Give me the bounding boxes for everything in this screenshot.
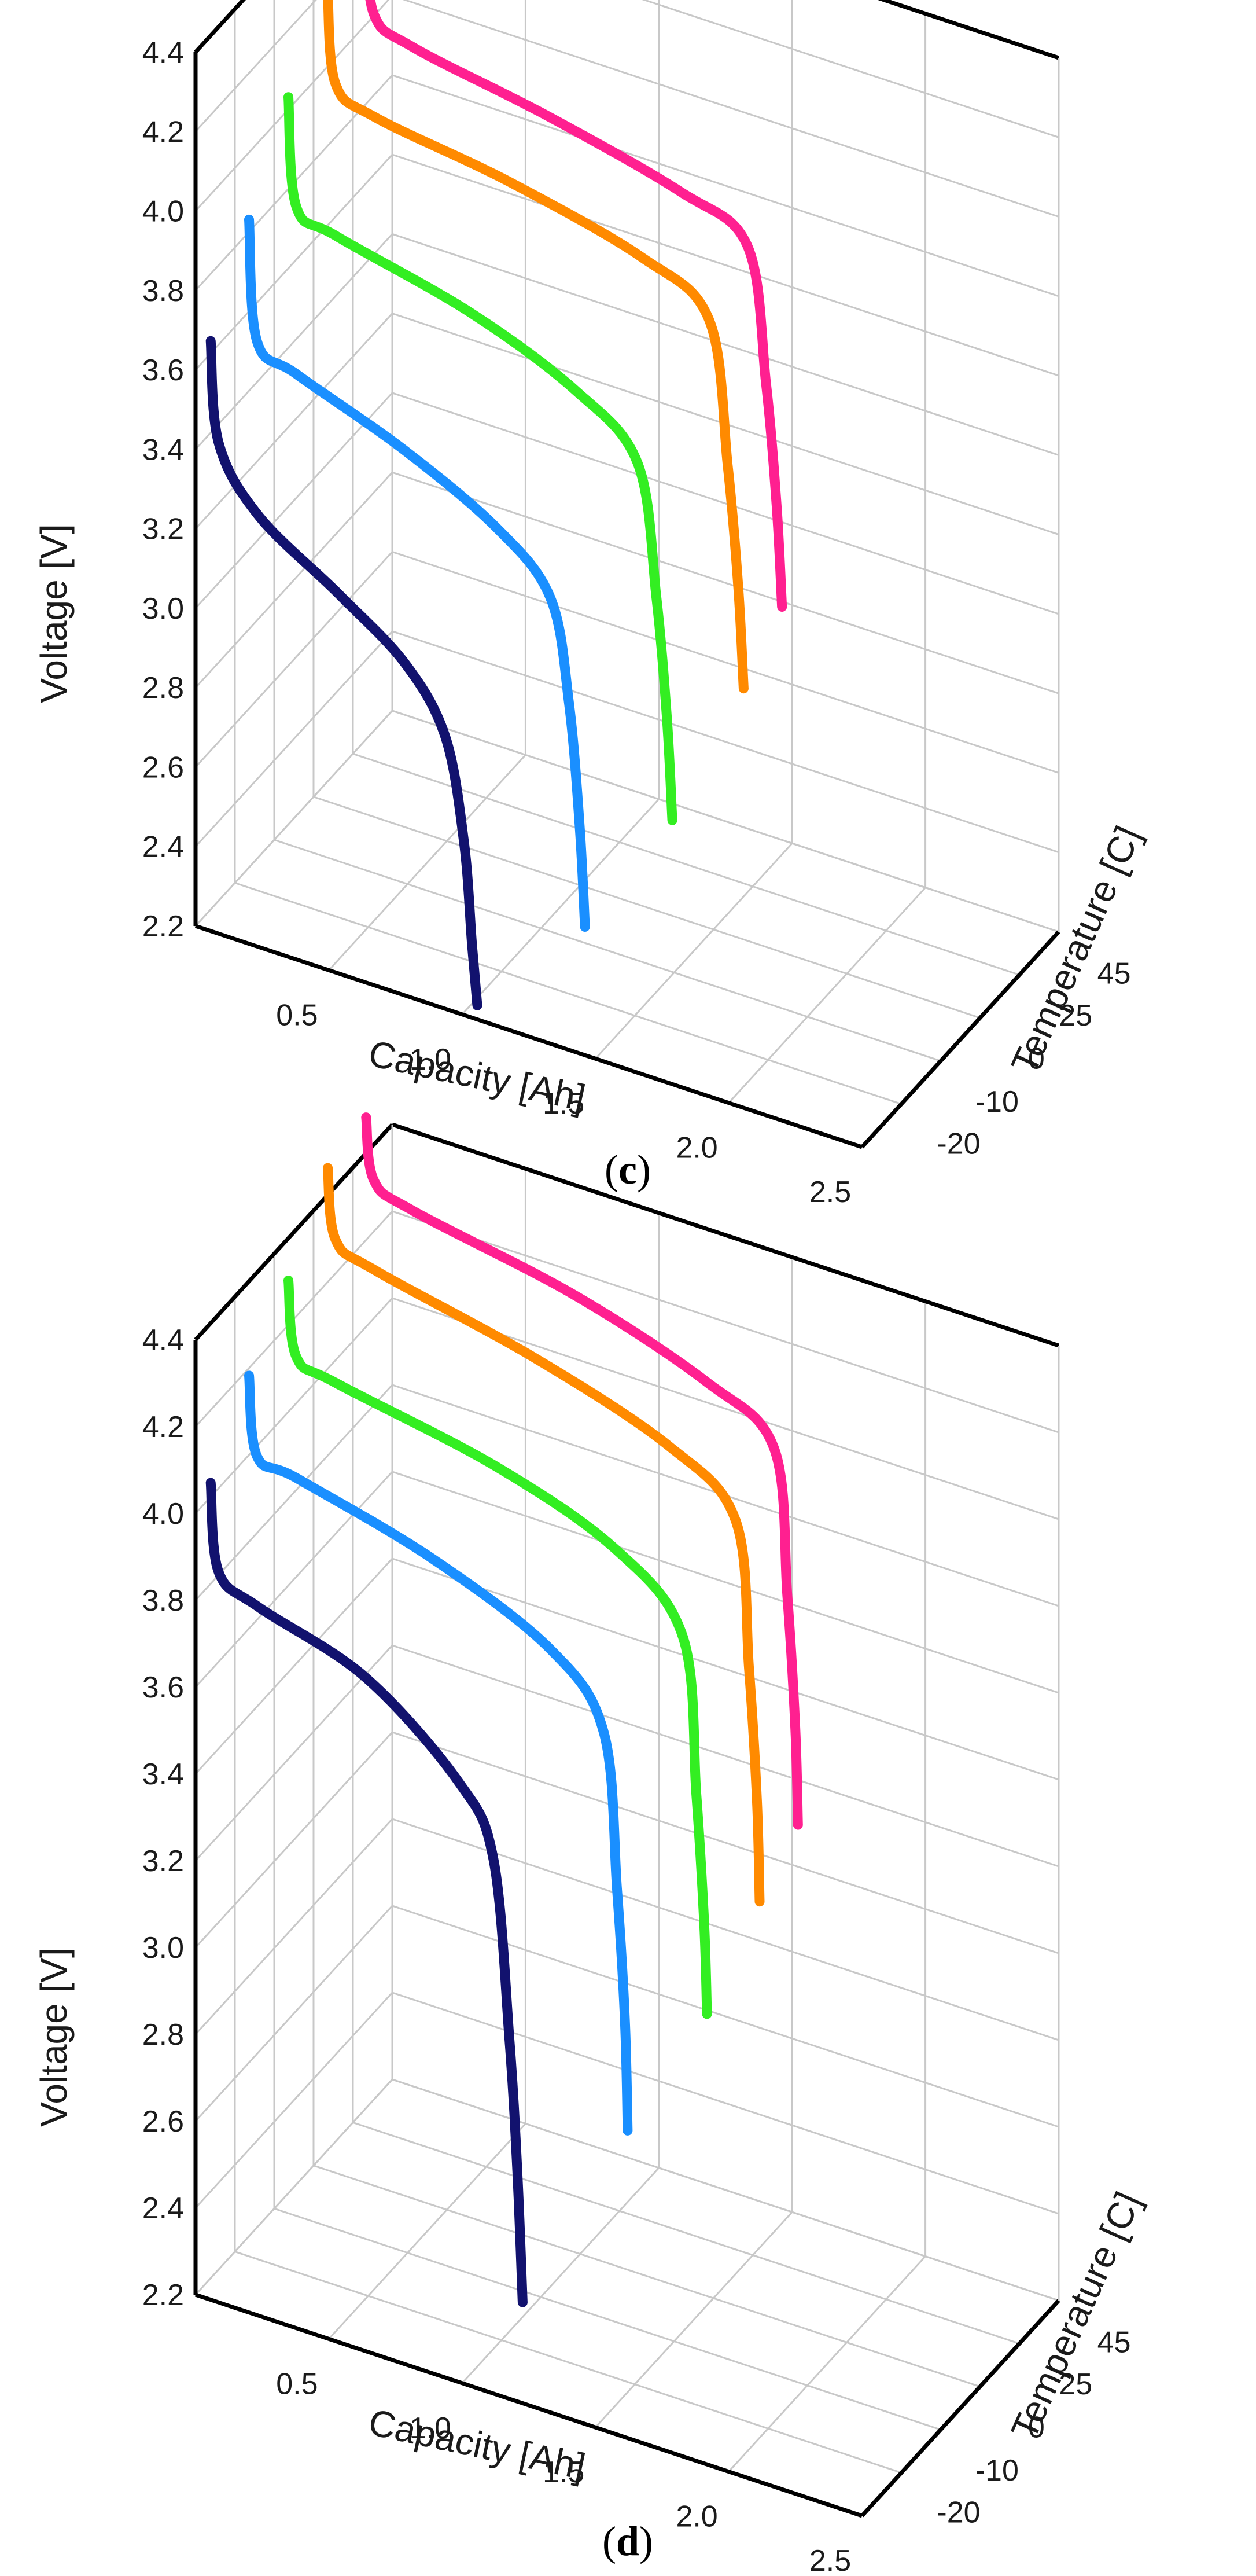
grid-line-z-8 [194, 74, 1059, 297]
grid-line-depth-1 [234, 1296, 902, 2474]
grid-line-x-5 [861, 1346, 1060, 2517]
grid-line-depth-2 [273, 0, 941, 1062]
series-line-minus20 [205, 1478, 528, 2307]
grid-line-x-1 [328, 1168, 526, 2340]
axis-x-front [194, 2292, 863, 2518]
y-tick-label: 0 [1028, 1042, 1045, 1075]
z-axis-title: Voltage [V] [33, 1947, 75, 2127]
grid-line-z-5 [194, 1644, 1059, 1868]
z-tick-label: 2.2 [142, 910, 184, 943]
y-tick-label: 25 [1059, 999, 1092, 1032]
axis-top-back [878, 0, 1060, 60]
z-tick-label: 2.6 [142, 2105, 184, 2138]
grid-line-z-7 [194, 153, 1059, 377]
grid-line-depth-3 [312, 1210, 981, 2388]
panel-label-c: (c) [605, 1146, 651, 1193]
x-tick-label: 2.5 [809, 1175, 851, 1209]
grid-line-z-1 [194, 630, 1059, 854]
grid-line-depth-2 [273, 1254, 941, 2431]
series-line-25 [323, 1163, 765, 1907]
z-tick-label: 3.8 [142, 274, 184, 308]
z-tick-label: 4.0 [142, 1497, 184, 1531]
z-tick-label: 3.0 [142, 1931, 184, 1965]
x-tick-label: 1.0 [410, 2412, 451, 2445]
grid-line-z-5 [194, 312, 1059, 536]
series-line-45 [361, 1112, 803, 1830]
x-tick-label: 1.0 [410, 1043, 451, 1076]
z-tick-label: 2.4 [142, 2192, 184, 2225]
series-line-minus20 [205, 336, 482, 1010]
y-tick-label: -10 [975, 1085, 1019, 1119]
y-tick-label: -20 [937, 2496, 980, 2529]
x-tick-label: 2.0 [676, 2500, 717, 2534]
y-axis-title: Temperature [C] [1003, 820, 1149, 1079]
grid-line-z-7 [194, 1471, 1059, 1694]
grid-line-z-9 [194, 0, 1059, 218]
y-tick-label: 0 [1028, 2410, 1045, 2444]
z-tick-label: 3.8 [142, 1584, 184, 1618]
z-tick-label: 2.6 [142, 751, 184, 784]
grid-line-x-5 [861, 58, 1060, 1148]
panel-label-d: (d) [602, 2518, 653, 2564]
series-line-45 [365, 0, 787, 612]
x-tick-label: 0.5 [276, 998, 318, 1032]
chart-panel-c: 2.2 2.4 2.6 2.8 3.0 3.2 3.4 3.6 3.8 4.0 4.2 4.4 0.5 1… [33, 0, 1149, 1209]
grid-line-z-6 [194, 233, 1059, 456]
y-tick-label: 45 [1097, 957, 1131, 991]
grid-line-z-10 [194, 0, 1059, 138]
y-tick-label: 45 [1097, 2326, 1131, 2360]
z-tick-label: 3.4 [142, 433, 184, 466]
z-tick-label: 2.8 [142, 2018, 184, 2052]
axis-top-left [194, 0, 246, 54]
grid-line-depth-1 [234, 9, 902, 1105]
series-line-0 [283, 92, 677, 825]
x-tick-label: 2.0 [676, 1131, 717, 1165]
grid-line-z-6 [194, 1557, 1059, 1781]
z-tick-label: 3.0 [142, 592, 184, 626]
grid-line-x-4 [728, 13, 927, 1104]
x-tick-label: 1.5 [543, 1087, 584, 1120]
series-line-25 [323, 0, 749, 694]
z-tick-label: 3.2 [142, 1844, 184, 1878]
z-tick-label: 3.4 [142, 1758, 184, 1791]
z-tick-label: 3.2 [142, 513, 184, 546]
y-tick-label: -10 [975, 2454, 1019, 2487]
grid-line-x-2 [461, 0, 660, 1015]
grid-line-x-2 [461, 1212, 660, 2384]
z-tick-label: 4.0 [142, 195, 184, 229]
series-line-minus10 [244, 1370, 633, 2136]
z-tick-label: 4.4 [142, 36, 184, 69]
x-tick-label: 0.5 [276, 2367, 318, 2401]
z-tick-label: 2.8 [142, 671, 184, 705]
chart-panel-d: 2.2 2.4 2.6 2.8 3.0 3.2 3.4 3.6 3.8 4.0 4.2 4.4 0.5 1… [33, 1112, 1149, 2576]
z-tick-label: 2.2 [142, 2279, 184, 2312]
z-tick-label: 4.4 [142, 1324, 184, 1357]
y-tick-label: 25 [1059, 2368, 1092, 2401]
z-tick-label: 2.4 [142, 831, 184, 864]
y-axis-title: Temperature [C] [1003, 2186, 1149, 2445]
z-tick-label: 3.6 [142, 1671, 184, 1704]
axis-x-front [194, 924, 863, 1149]
axis-top-left [194, 1123, 394, 1342]
axis-y-right [860, 2299, 1060, 2518]
x-tick-label: 1.5 [543, 2456, 584, 2489]
grid-line-z-4 [194, 1731, 1059, 1954]
z-tick-label: 4.2 [142, 1410, 184, 1444]
y-tick-label: -20 [937, 1127, 980, 1160]
z-axis-title: Voltage [V] [33, 524, 75, 703]
series-line-0 [283, 1276, 712, 2019]
grid-line-z-0 [194, 710, 1059, 933]
z-tick-label: 4.2 [142, 115, 184, 149]
z-tick-label: 3.6 [142, 354, 184, 387]
x-tick-label: 2.5 [809, 2544, 851, 2576]
series-line-minus10 [244, 214, 590, 932]
axis-top-back [391, 1122, 1060, 1348]
axis-y-right [860, 930, 1060, 1149]
grid-line-depth-5 [391, 1125, 1059, 2302]
